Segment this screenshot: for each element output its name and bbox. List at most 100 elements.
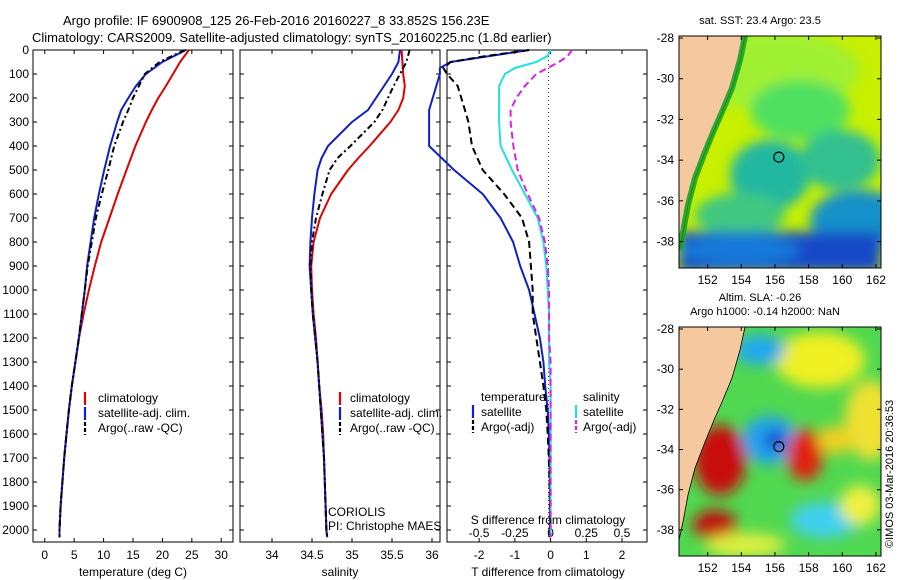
title-line-2: Climatology: CARS2009. Satellite-adjuste… [32,30,552,45]
depth-tick-label: 100 [9,67,29,81]
depth-tick-label: 700 [9,211,29,225]
lat-tick-label: -30 [657,72,675,86]
sst-lat-axis: -28 -30 -32 -34 -36 -38 [657,31,881,249]
lat-tick-label: -36 [657,194,675,208]
depth-tick-label: 500 [9,163,29,177]
sla-lon-axis: 152 154 156 158 160 162 [698,327,886,575]
difference-xlabel: T difference from climatology [471,565,625,579]
lat-tick-label: -32 [657,112,675,126]
legend-label-argo: Argo(..raw -QC) [98,421,183,435]
x-tick-label: -2 [474,548,485,562]
x-tick-label: 30 [215,548,229,562]
lat-tick-label: -32 [657,402,675,416]
difference-axes-frame [446,49,648,543]
temperature-x-axis: 0 5 10 15 20 25 30 [41,50,228,562]
lat-tick-label: -38 [657,235,675,249]
difference-top-xlabel: S difference from climatology [471,513,626,527]
series-line-argo-adj- [442,49,551,538]
depth-tick-label: 200 [9,91,29,105]
depth-tick-label: 800 [9,235,29,249]
series-line-climatology [310,49,406,538]
lon-tick-label: 162 [866,561,886,575]
temperature-lines [58,49,190,538]
lon-tick-label: 152 [698,273,718,287]
x-tick-label: 36 [425,548,439,562]
legend-label-t-argo: Argo(-adj) [481,420,534,434]
temperature-legend: climatology satellite-adj. clim. Argo(..… [83,391,190,435]
lat-tick-label: -38 [657,523,675,537]
top-x-tick-label: -0.25 [501,526,529,540]
series-line-climatology [58,49,190,538]
depth-tick-label: 1200 [2,331,29,345]
sla-map-frame [678,326,882,557]
lat-tick-label: -36 [657,483,675,497]
lon-tick-label: 156 [765,561,785,575]
difference-y-ticks [447,49,647,531]
depth-tick-label: 1600 [2,427,29,441]
depth-tick-label: 1900 [2,499,29,513]
lat-tick-label: -28 [657,322,675,336]
depth-tick-label: 1700 [2,451,29,465]
lat-tick-label: -28 [657,31,675,45]
sla-land [679,327,746,541]
difference-legend: temperature salinity satellite Argo(-adj… [471,390,636,434]
salinity-xlabel: salinity [322,565,359,579]
lat-tick-label: -34 [657,443,675,457]
lat-tick-label: -30 [657,362,675,376]
imos-timestamp: ©IMOS 03-Mar-2016 20:36:53 [884,400,896,548]
argo-profile-marker [773,151,785,163]
depth-tick-label: 1800 [2,475,29,489]
series-line-argo-raw-qc- [309,49,411,538]
x-tick-label: 0 [547,548,554,562]
depth-tick-label: 600 [9,187,29,201]
temperature-xlabel: temperature (deg C) [79,565,187,579]
x-tick-label: 20 [156,548,170,562]
legend-label-argo: Argo(..raw -QC) [350,421,435,435]
x-tick-label: 35 [345,548,359,562]
sla-map-title-1: Altim. SLA: -0.26 [719,292,802,304]
x-tick-label: 0 [41,548,48,562]
coriolis-label: CORIOLIS [328,505,385,519]
top-x-tick-label: 0.5 [614,526,631,540]
difference-panel: -2 -1 0 1 2-0.5 -0.25 0 0.25 0.5 S difference fr… [428,49,648,579]
salinity-lines [308,49,411,538]
salinity-y-ticks [240,49,440,531]
legend-label-satellite-adj: satellite-adj. clim. [350,406,442,420]
legend-label-t-satellite: satellite [481,405,522,419]
lon-tick-label: 160 [832,561,852,575]
lon-tick-label: 160 [832,273,852,287]
depth-tick-label: 1100 [3,307,29,321]
sla-field [693,332,881,556]
depth-tick-label: 900 [9,259,29,273]
sla-map-title-2: Argo h1000: -0.14 h2000: NaN [690,306,840,318]
legend-label-climatology: climatology [98,391,158,405]
legend-label-satellite-adj: satellite-adj. clim. [98,406,190,420]
salinity-legend: climatology satellite-adj. clim. Argo(..… [338,391,442,435]
x-tick-label: 5 [71,548,78,562]
argo-profile-marker [773,441,785,453]
legend-title-temperature: temperature [481,390,546,404]
title-line-1: Argo profile: IF 6900908_125 26-Feb-2016… [63,13,490,28]
legend-label-climatology: climatology [350,391,410,405]
sst-map-frame [678,35,882,269]
lon-tick-label: 158 [799,273,819,287]
series-line-argo-raw-qc- [58,49,186,538]
depth-tick-label: 300 [9,115,29,129]
legend-label-s-satellite: satellite [583,405,624,419]
legend-label-s-argo: Argo(-adj) [583,420,636,434]
depth-tick-label: 400 [9,139,29,153]
x-tick-label: 2 [619,548,626,562]
top-x-tick-label: 0.25 [575,526,599,540]
lon-tick-label: 154 [731,561,751,575]
series-line-satellite-adj-clim- [308,49,401,538]
x-tick-label: 1 [583,548,590,562]
pi-label: PI: Christophe MAES [328,519,441,533]
series-line-argo-adj- [509,49,573,538]
lon-tick-label: 154 [731,273,751,287]
x-tick-label: 25 [185,548,199,562]
x-tick-label: -1 [510,548,521,562]
depth-tick-label: 1500 [2,403,29,417]
x-tick-label: 34 [265,548,279,562]
sst-map-title: sat. SST: 23.4 Argo: 23.5 [699,15,821,27]
